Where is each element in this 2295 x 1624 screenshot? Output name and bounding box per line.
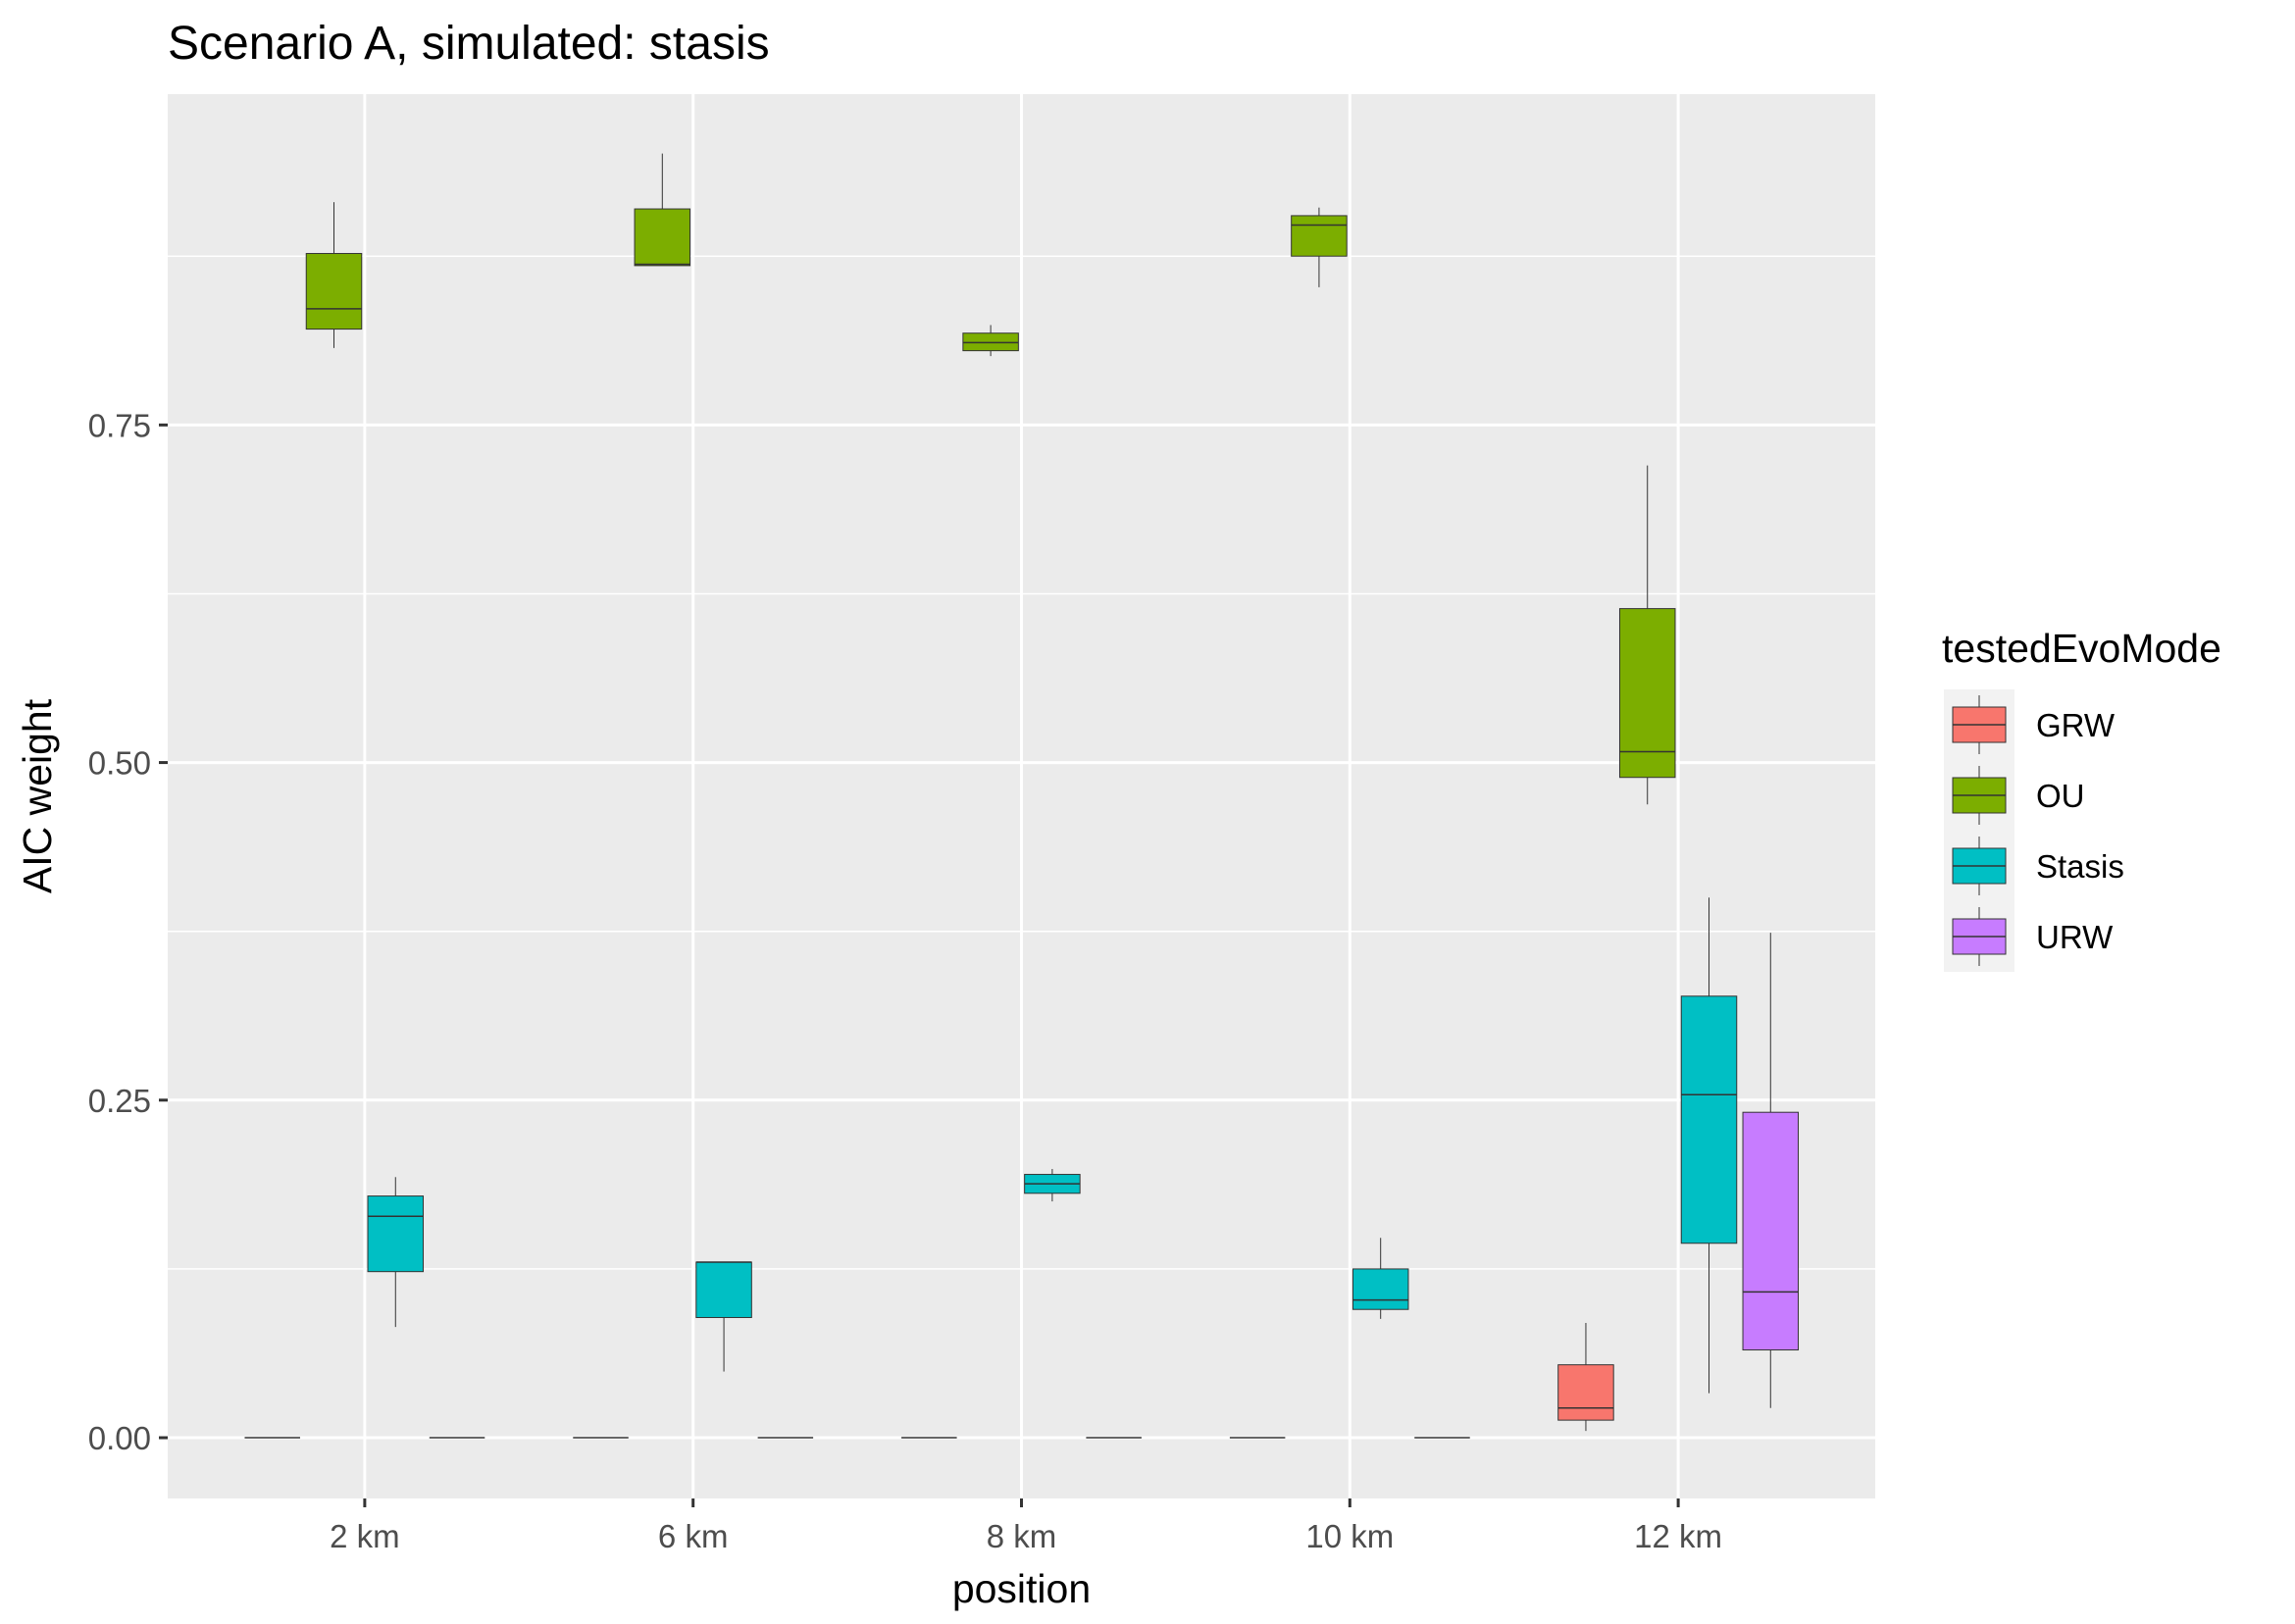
y-axis: 0.00 0.25 0.50 0.75: [88, 407, 168, 1456]
x-axis: 2 km 6 km 8 km 10 km 12 km: [330, 1498, 1722, 1554]
legend-entry-ou: OU: [1952, 766, 2085, 825]
x-tick-label: 8 km: [987, 1518, 1057, 1554]
y-tick-label: 0.50: [88, 745, 151, 782]
box-body: [1680, 995, 1738, 1244]
box-body: [695, 1261, 752, 1318]
box-body: [305, 252, 363, 330]
legend: testedEvoMode GRW OU Stasis URW: [1942, 626, 2221, 972]
legend-label: OU: [2036, 778, 2085, 814]
x-tick-label: 12 km: [1634, 1518, 1722, 1554]
box-ou-6km: [634, 153, 691, 267]
x-axis-title: position: [952, 1566, 1091, 1611]
x-tick-label: 6 km: [658, 1518, 729, 1554]
box-body: [1618, 608, 1676, 779]
box-grw-12km: [1557, 1323, 1614, 1432]
box-stasis-12km: [1680, 897, 1738, 1394]
legend-label: URW: [2036, 919, 2114, 955]
legend-label: GRW: [2036, 707, 2116, 743]
y-tick-label: 0.00: [88, 1420, 151, 1456]
y-axis-title: AIC weight: [15, 698, 60, 893]
box-stasis-2km: [367, 1177, 425, 1328]
x-tick-label: 10 km: [1305, 1518, 1394, 1554]
legend-entry-grw: GRW: [1952, 695, 2116, 754]
chart-title: Scenario A, simulated: stasis: [168, 18, 770, 70]
box-urw-12km: [1742, 933, 1800, 1408]
box-body: [1352, 1268, 1409, 1310]
y-tick-label: 0.25: [88, 1083, 151, 1119]
box-stasis-10km: [1352, 1238, 1409, 1319]
box-ou-10km: [1291, 207, 1348, 287]
legend-title: testedEvoMode: [1942, 626, 2221, 671]
box-body: [1557, 1364, 1614, 1421]
legend-entry-stasis: Stasis: [1952, 837, 2124, 895]
box-body: [367, 1195, 425, 1273]
box-stasis-6km: [695, 1261, 752, 1372]
box-ou-2km: [305, 202, 363, 348]
y-tick-label: 0.75: [88, 407, 151, 443]
box-stasis-8km: [1024, 1169, 1081, 1202]
legend-label: Stasis: [2036, 848, 2124, 885]
major-gridlines: [168, 94, 1875, 1498]
box-body: [1291, 215, 1348, 257]
legend-entry-urw: URW: [1952, 907, 2114, 966]
box-layer: [244, 153, 1800, 1439]
x-tick-label: 2 km: [330, 1518, 400, 1554]
box-ou-12km: [1618, 465, 1676, 805]
box-body: [1742, 1111, 1800, 1351]
box-ou-8km: [962, 325, 1019, 357]
box-body: [634, 208, 691, 267]
